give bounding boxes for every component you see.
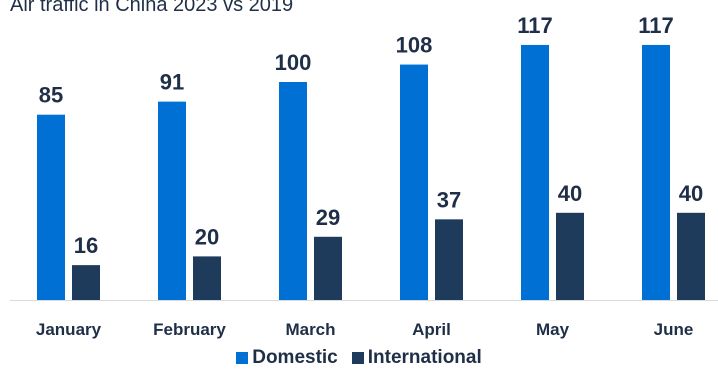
- bar-international-june: [677, 212, 705, 300]
- legend-swatch-international: [351, 352, 364, 364]
- bar-domestic-january: [37, 114, 65, 300]
- data-label-international-april: 37: [437, 187, 461, 212]
- legend-label-international: International: [367, 347, 482, 368]
- data-label-international-january: 16: [74, 233, 98, 258]
- bar-international-february: [193, 256, 221, 300]
- bar-domestic-may: [521, 44, 549, 300]
- data-label-domestic-april: 108: [396, 33, 433, 58]
- legend-label-domestic: Domestic: [252, 347, 338, 368]
- legend-item-international: International: [351, 347, 482, 369]
- x-tick-label-march: March: [285, 320, 335, 339]
- data-label-international-march: 29: [316, 205, 340, 230]
- data-label-domestic-may: 117: [517, 13, 553, 38]
- data-label-domestic-june: 117: [638, 13, 674, 38]
- legend-item-domestic: Domestic: [236, 347, 338, 369]
- x-tick-label-april: April: [412, 320, 451, 339]
- x-tick-label-january: January: [36, 320, 102, 339]
- data-label-domestic-march: 100: [275, 50, 312, 75]
- bar-international-may: [556, 212, 584, 300]
- bar-international-january: [72, 265, 100, 300]
- chart-title: Air traffic in China 2023 vs 2019: [10, 0, 294, 16]
- legend: Domestic International: [0, 347, 718, 369]
- bar-domestic-april: [400, 64, 428, 300]
- data-label-international-may: 40: [558, 181, 582, 206]
- bar-international-april: [435, 219, 463, 300]
- bar-international-march: [314, 236, 342, 300]
- data-label-international-june: 40: [679, 181, 703, 206]
- x-tick-label-february: February: [153, 320, 226, 339]
- data-label-domestic-february: 91: [160, 70, 184, 95]
- data-label-international-february: 20: [195, 224, 219, 249]
- x-tick-label-june: June: [654, 320, 694, 339]
- bars-layer: [37, 44, 705, 301]
- bar-domestic-february: [158, 101, 186, 301]
- bar-domestic-march: [279, 82, 307, 300]
- labels-layer: 85 16 January 91 20 February 100 29 March 108 37 Ap…: [36, 13, 703, 339]
- legend-swatch-domestic: [236, 352, 249, 364]
- data-label-domestic-january: 85: [39, 83, 63, 108]
- bar-domestic-june: [642, 44, 670, 300]
- x-tick-label-may: May: [536, 320, 570, 339]
